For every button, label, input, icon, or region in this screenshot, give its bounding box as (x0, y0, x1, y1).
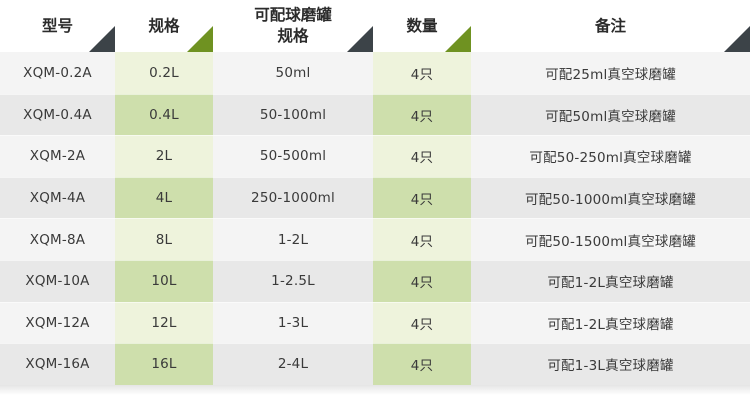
cell-capacity: 10L (115, 259, 213, 302)
cell-remark: 可配25ml真空球磨罐 (471, 52, 750, 94)
cell-quantity: 4只 (373, 176, 471, 219)
corner-triangle-dark-icon (89, 26, 115, 52)
cell-remark: 可配1-3L真空球磨罐 (471, 343, 750, 385)
cell-model: XQM-10A (0, 259, 115, 302)
cell-model: XQM-0.4A (0, 93, 115, 136)
cell-model: XQM-8A (0, 218, 115, 260)
corner-triangle-green-icon (445, 26, 471, 52)
cell-jar_spec: 50-500ml (213, 135, 373, 177)
table-row: XQM-2A 2L 50-500ml 4只 可配50-250ml真空球磨罐 (0, 135, 750, 177)
cell-quantity: 4只 (373, 259, 471, 302)
column-header-quantity-label: 数量 (406, 16, 438, 35)
column-header-quantity: 数量 (373, 0, 471, 52)
cell-quantity: 4只 (373, 93, 471, 136)
cell-capacity: 0.4L (115, 93, 213, 136)
cell-capacity: 8L (115, 218, 213, 260)
cell-capacity: 2L (115, 135, 213, 177)
cell-jar_spec: 1-2.5L (213, 259, 373, 302)
cell-model: XQM-16A (0, 343, 115, 385)
column-header-jar-spec-line1: 可配球磨罐 (254, 6, 332, 25)
cell-capacity: 4L (115, 176, 213, 219)
column-header-remark-label: 备注 (594, 16, 626, 35)
cell-capacity: 12L (115, 301, 213, 344)
table-bottom-shadow (0, 385, 750, 395)
cell-jar_spec: 2-4L (213, 343, 373, 385)
specification-table: 型号 规格 可配球磨罐 规格 数量 备注 XQM-0.2A 0.2L 50ml 4只可… (0, 0, 750, 395)
table-row: XQM-16A 16L 2-4L 4只 可配1-3L真空球磨罐 (0, 343, 750, 385)
cell-remark: 可配1-2L真空球磨罐 (471, 301, 750, 344)
cell-model: XQM-2A (0, 135, 115, 177)
cell-quantity: 4只 (373, 135, 471, 177)
corner-triangle-dark-icon (724, 26, 750, 52)
table-row: XQM-0.2A 0.2L 50ml 4只 可配25ml真空球磨罐 (0, 52, 750, 94)
column-header-capacity-label: 规格 (148, 16, 180, 35)
table-row: XQM-0.4A 0.4L 50-100ml 4只 可配50ml真空球磨罐 (0, 93, 750, 136)
column-header-jar-spec-label: 可配球磨罐 规格 (254, 5, 332, 47)
table-row: XQM-4A 4L 250-1000ml 4只 可配50-1000ml真空球磨罐 (0, 176, 750, 219)
cell-quantity: 4只 (373, 343, 471, 385)
cell-remark: 可配50-250ml真空球磨罐 (471, 135, 750, 177)
cell-jar_spec: 50ml (213, 52, 373, 94)
cell-jar_spec: 50-100ml (213, 93, 373, 136)
table-body: XQM-0.2A 0.2L 50ml 4只 可配25ml真空球磨罐 XQM-0.4A 0.4… (0, 52, 750, 385)
cell-jar_spec: 250-1000ml (213, 176, 373, 219)
cell-remark: 可配1-2L真空球磨罐 (471, 259, 750, 302)
corner-triangle-green-icon (187, 26, 213, 52)
cell-remark: 可配50-1500ml真空球磨罐 (471, 218, 750, 260)
cell-capacity: 0.2L (115, 52, 213, 94)
cell-model: XQM-12A (0, 301, 115, 344)
table-row: XQM-10A 10L 1-2.5L 4只 可配1-2L真空球磨罐 (0, 259, 750, 302)
cell-remark: 可配50ml真空球磨罐 (471, 93, 750, 136)
cell-model: XQM-4A (0, 176, 115, 219)
cell-remark: 可配50-1000ml真空球磨罐 (471, 176, 750, 219)
column-header-jar-spec: 可配球磨罐 规格 (213, 0, 373, 52)
cell-capacity: 16L (115, 343, 213, 385)
column-header-remark: 备注 (471, 0, 750, 52)
table-row: XQM-12A 12L 1-3L 4只 可配1-2L真空球磨罐 (0, 301, 750, 344)
cell-quantity: 4只 (373, 218, 471, 260)
column-header-model-label: 型号 (41, 16, 73, 35)
cell-quantity: 4只 (373, 52, 471, 94)
cell-jar_spec: 1-3L (213, 301, 373, 344)
table-header-row: 型号 规格 可配球磨罐 规格 数量 备注 (0, 0, 750, 52)
column-header-capacity: 规格 (115, 0, 213, 52)
cell-model: XQM-0.2A (0, 52, 115, 94)
table-row: XQM-8A 8L 1-2L 4只 可配50-1500ml真空球磨罐 (0, 218, 750, 260)
column-header-jar-spec-line2: 规格 (277, 27, 309, 45)
cell-jar_spec: 1-2L (213, 218, 373, 260)
corner-triangle-dark-icon (347, 26, 373, 52)
column-header-model: 型号 (0, 0, 115, 52)
cell-quantity: 4只 (373, 301, 471, 344)
